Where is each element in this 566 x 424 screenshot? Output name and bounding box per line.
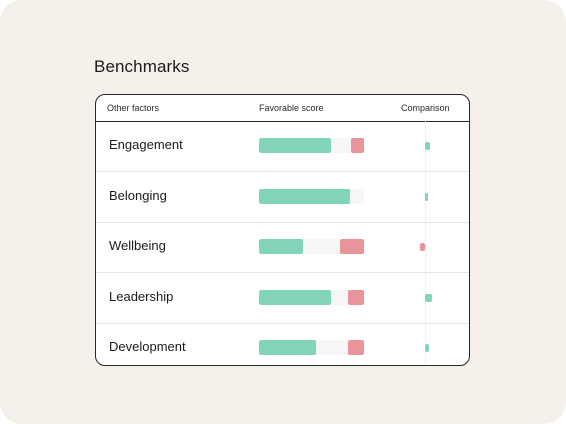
comparison-bar[interactable] [420,243,425,251]
page-title: Benchmarks [94,57,190,76]
favorable-segment [259,188,351,204]
table-row[interactable]: Engagement [96,121,469,172]
table-header: Other factors Favorable score Comparison [96,95,469,122]
favorable-score-bar[interactable] [259,239,364,254]
comparison-bar[interactable] [425,344,429,352]
favorable-score-bar[interactable] [259,340,364,355]
benchmarks-table: Other factors Favorable score Comparison… [95,94,470,366]
header-other-factors[interactable]: Other factors [107,103,160,113]
comparison-zero-axis [425,121,426,365]
factor-label: Engagement [109,137,183,152]
comparison-bar[interactable] [425,293,433,302]
favorable-score-bar[interactable] [259,188,364,204]
factor-label: Leadership [109,288,174,304]
favorable-segment [259,289,332,305]
favorable-score-bar[interactable] [259,138,364,153]
favorable-segment [259,239,304,254]
comparison-bar[interactable] [425,142,430,150]
header-favorable-score[interactable]: Favorable score [259,103,324,113]
factor-label: Belonging [109,187,167,203]
favorable-score-bar[interactable] [259,289,364,305]
favorable-segment [259,138,332,153]
factor-label: Wellbeing [109,238,166,253]
unfavorable-segment [348,289,364,305]
table-row[interactable]: Development [96,323,469,365]
factor-label: Development [109,339,186,354]
table-row[interactable]: Leadership [96,273,469,324]
comparison-bar[interactable] [425,192,428,201]
table-row[interactable]: Wellbeing [96,222,469,273]
table-row[interactable]: Belonging [96,172,469,223]
unfavorable-segment [351,138,364,153]
unfavorable-segment [348,340,364,355]
unfavorable-segment [339,239,364,254]
favorable-segment [259,340,316,355]
header-comparison[interactable]: Comparison [401,103,450,113]
